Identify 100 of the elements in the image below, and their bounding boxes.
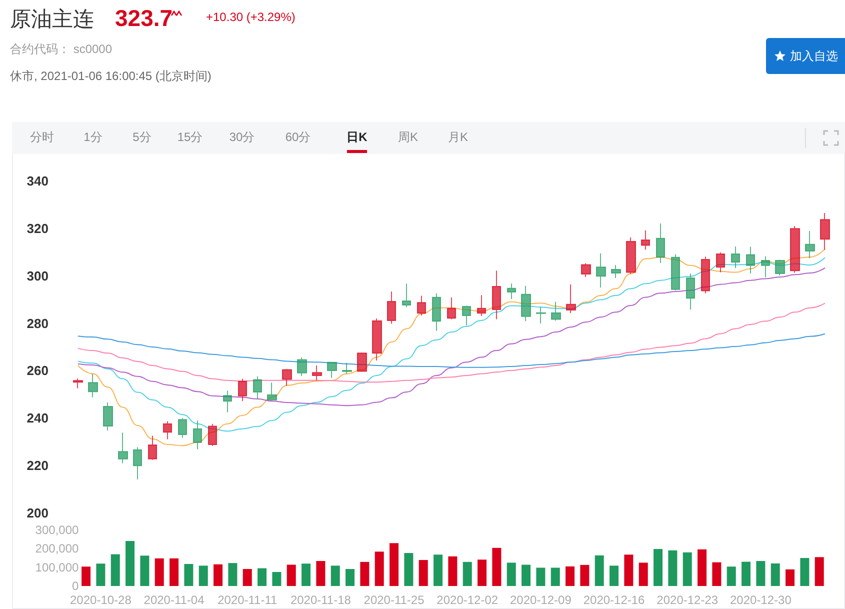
bar bbox=[404, 552, 414, 586]
bar bbox=[580, 564, 590, 586]
y-tick-label: 0 bbox=[72, 579, 80, 593]
text: 5分 bbox=[132, 129, 152, 146]
bar bbox=[330, 566, 340, 586]
text: 分时 bbox=[29, 129, 55, 146]
candlestick bbox=[611, 264, 621, 278]
bar bbox=[594, 555, 604, 586]
candlestick bbox=[671, 254, 680, 291]
bar bbox=[478, 560, 487, 586]
candlestick bbox=[148, 435, 157, 460]
bar bbox=[214, 564, 223, 586]
candlestick bbox=[507, 282, 516, 300]
bar bbox=[682, 552, 692, 586]
x-tick-label: 2020-12-30 bbox=[730, 593, 792, 607]
x-tick-label: 2020-12-02 bbox=[436, 593, 498, 607]
bar bbox=[82, 566, 91, 586]
candlestick bbox=[357, 352, 367, 372]
candlestick bbox=[372, 318, 382, 362]
x-tick-label: 2020-10-28 bbox=[70, 593, 132, 607]
bar bbox=[286, 564, 296, 586]
candlestick bbox=[746, 246, 755, 274]
line-series bbox=[77, 267, 826, 406]
bar bbox=[770, 563, 780, 586]
x-tick-label: 2020-11-04 bbox=[144, 593, 205, 607]
y-tick-label: 260 bbox=[26, 363, 48, 378]
bar bbox=[448, 556, 458, 586]
bar bbox=[126, 541, 135, 586]
candlestick bbox=[775, 259, 785, 276]
bar bbox=[638, 562, 648, 586]
text: 合约代码： sc0000 bbox=[10, 41, 112, 58]
x-tick-label: 2020-12-09 bbox=[510, 593, 572, 607]
bar bbox=[272, 572, 282, 586]
bar bbox=[228, 563, 238, 586]
candlestick bbox=[208, 423, 217, 446]
bar bbox=[302, 564, 311, 586]
x-tick-label: 2020-11-18 bbox=[290, 593, 352, 607]
y-tick-label: 100,000 bbox=[35, 560, 80, 574]
candlestick bbox=[73, 378, 83, 389]
candlestick bbox=[521, 285, 531, 322]
candlestick bbox=[193, 420, 202, 450]
bar bbox=[610, 566, 619, 586]
bar bbox=[756, 560, 766, 586]
bar bbox=[462, 562, 472, 586]
y-tick-label: 280 bbox=[26, 316, 48, 331]
candlestick bbox=[297, 356, 307, 376]
candlestick bbox=[686, 272, 695, 310]
bar bbox=[96, 564, 106, 586]
candlestick bbox=[551, 301, 561, 322]
bar bbox=[800, 558, 810, 586]
bar bbox=[522, 564, 531, 586]
y-tick-label: 340 bbox=[26, 174, 48, 188]
text: 休市, 2021-01-06 16:00:45 (北京时间) bbox=[10, 68, 212, 85]
y-tick-label: 200,000 bbox=[35, 542, 80, 556]
candlestick bbox=[402, 283, 411, 308]
candlestick bbox=[761, 256, 770, 278]
x-tick-label: 2020-12-23 bbox=[656, 593, 718, 607]
text: 周K bbox=[396, 129, 419, 146]
bar bbox=[170, 558, 179, 586]
candlestick bbox=[492, 270, 501, 320]
candlestick bbox=[701, 256, 710, 294]
text: 日K bbox=[346, 129, 368, 146]
candlestick bbox=[462, 305, 471, 326]
candlestick bbox=[267, 382, 277, 402]
bar bbox=[390, 543, 399, 586]
line-series bbox=[77, 302, 826, 383]
bar bbox=[786, 569, 795, 586]
bar bbox=[536, 568, 546, 586]
text: 加入自选 bbox=[790, 48, 838, 65]
bar bbox=[198, 566, 208, 586]
candlestick bbox=[656, 222, 665, 264]
bar bbox=[726, 566, 736, 586]
line-series bbox=[77, 333, 826, 368]
bar bbox=[184, 564, 194, 586]
candlestick bbox=[312, 364, 322, 381]
candlestick bbox=[133, 446, 142, 480]
bar bbox=[712, 562, 722, 586]
text: 1分 bbox=[82, 129, 104, 146]
bar bbox=[154, 558, 164, 586]
candlestick bbox=[432, 292, 441, 332]
bar bbox=[316, 560, 326, 586]
bar bbox=[492, 548, 502, 586]
y-tick-label: 300,000 bbox=[35, 523, 80, 537]
candlestick bbox=[178, 418, 187, 438]
bar bbox=[418, 560, 428, 586]
y-tick-label: 220 bbox=[26, 458, 48, 474]
candlestick bbox=[282, 368, 292, 386]
bar bbox=[654, 549, 663, 586]
candlestick bbox=[820, 212, 830, 250]
bar bbox=[668, 550, 678, 586]
bar bbox=[242, 569, 252, 586]
bar bbox=[698, 549, 707, 586]
candlestick bbox=[805, 230, 815, 259]
candlestick bbox=[790, 226, 800, 274]
bar bbox=[566, 566, 575, 586]
candlestick bbox=[88, 373, 98, 398]
candlestick bbox=[103, 402, 113, 431]
bar bbox=[374, 552, 384, 586]
text: 30分 bbox=[228, 129, 256, 146]
candlestick bbox=[536, 306, 546, 324]
